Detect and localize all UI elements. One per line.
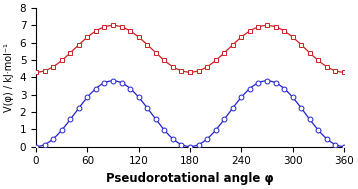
Y-axis label: V(φ) / kJ·mol⁻¹: V(φ) / kJ·mol⁻¹ xyxy=(4,43,14,112)
X-axis label: Pseudorotational angle φ: Pseudorotational angle φ xyxy=(106,172,274,185)
